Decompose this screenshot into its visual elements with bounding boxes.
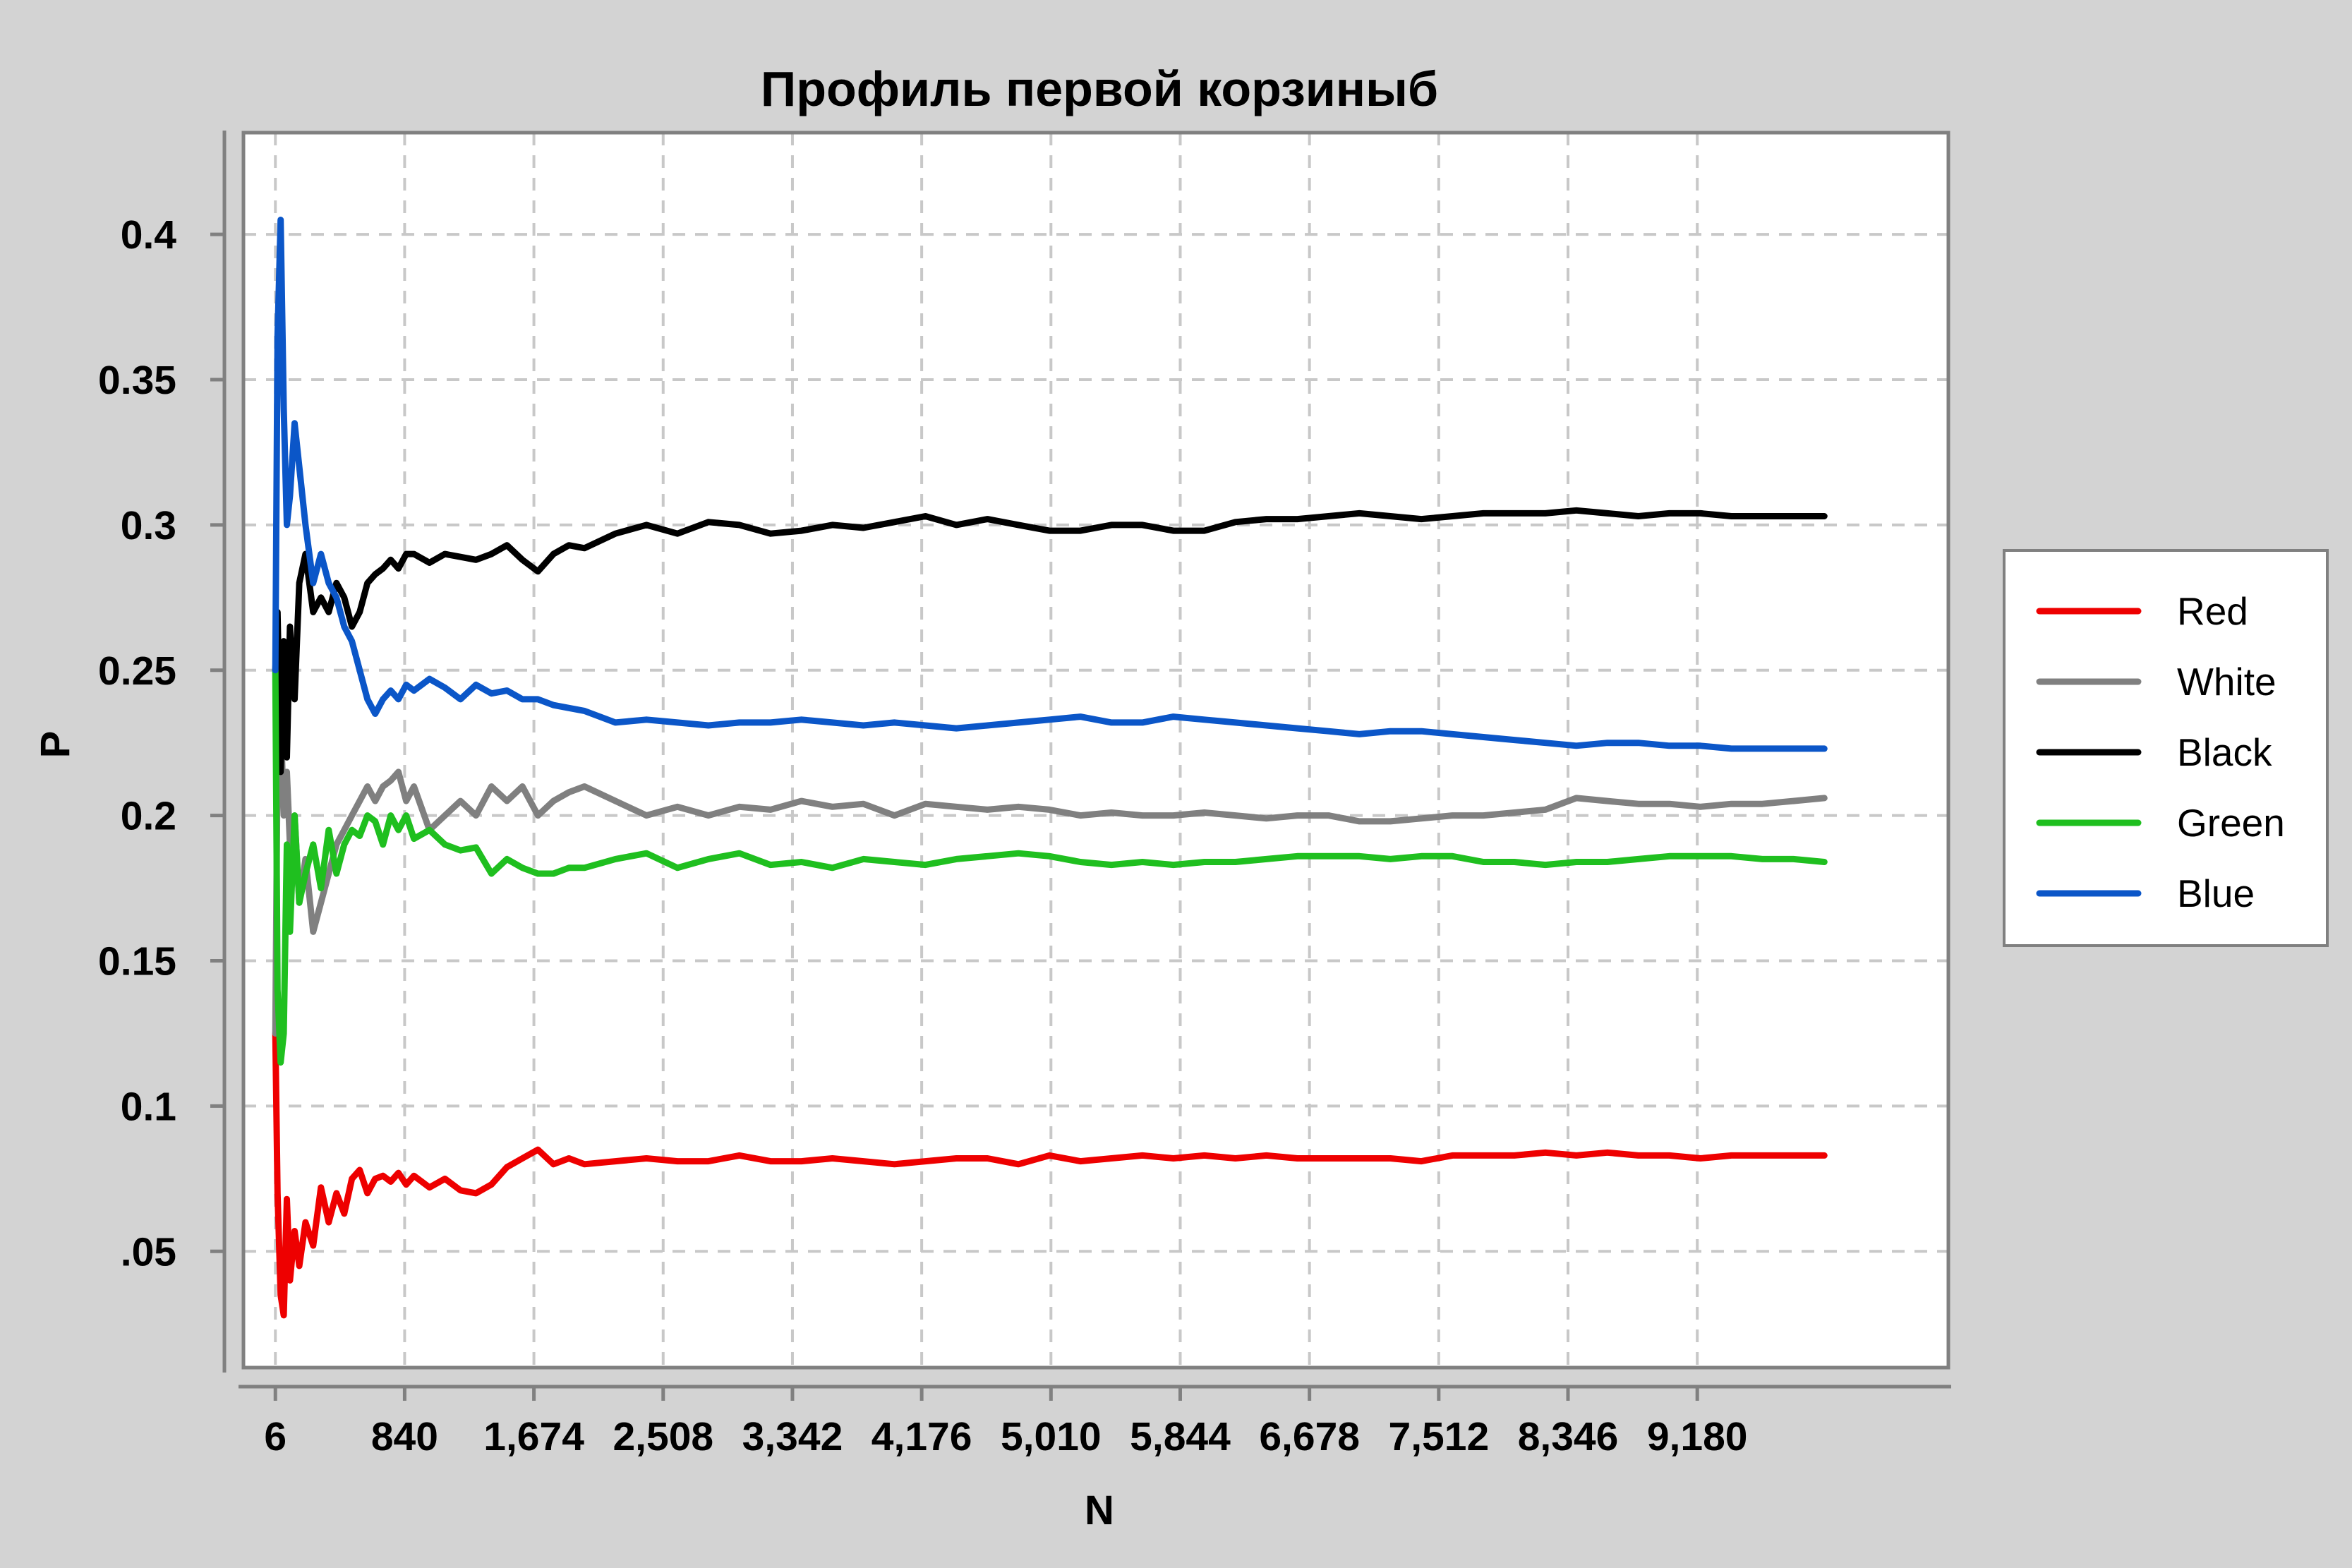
series-group <box>272 217 1828 1319</box>
y-tick-label: 0.1 <box>121 1084 176 1129</box>
legend-label-green: Green <box>2177 801 2285 845</box>
y-tick-label: .05 <box>121 1229 176 1274</box>
series-line-blue <box>272 217 1828 752</box>
x-tick-label: 4,176 <box>872 1414 972 1459</box>
x-tick-label: 5,010 <box>1001 1414 1102 1459</box>
legend-label-red: Red <box>2177 589 2248 633</box>
y-axis-label: P <box>32 731 78 759</box>
y-tick-label: 0.2 <box>121 794 176 839</box>
y-tick-label: 0.25 <box>98 649 176 694</box>
y-tick-label: 0.4 <box>121 212 177 258</box>
legend: Red White Black Green Blue <box>2003 549 2329 947</box>
legend-label-blue: Blue <box>2177 872 2255 915</box>
x-axis-label: N <box>1085 1488 1114 1533</box>
y-tick-label: 0.15 <box>98 939 176 984</box>
x-tick-label: 6 <box>264 1414 287 1459</box>
legend-label-black: Black <box>2177 730 2272 774</box>
legend-label-white: White <box>2177 660 2276 704</box>
x-tick-label: 1,674 <box>483 1414 584 1459</box>
x-tick-label: 7,512 <box>1389 1414 1490 1459</box>
y-tick-label: 0.35 <box>98 358 176 403</box>
series-line-black <box>272 507 1828 776</box>
x-tick-label: 3,342 <box>742 1414 843 1459</box>
x-tick-label: 9,180 <box>1647 1414 1748 1459</box>
axis-ticks: 6 840 1,674 2,508 3,342 4,176 5,010 5,844 6,678 7… <box>98 212 1747 1459</box>
plot-frame <box>241 131 1950 1370</box>
x-tick-label: 2,508 <box>613 1414 713 1459</box>
series-line-red <box>272 1030 1828 1319</box>
legend-box <box>2003 549 2329 947</box>
legend-items: Red White Black Green Blue <box>2036 589 2285 915</box>
chart-title: Профиль первой корзиныб <box>761 61 1438 116</box>
x-tick-label: 8,346 <box>1518 1414 1619 1459</box>
x-tick-label: 840 <box>371 1414 438 1459</box>
series-line-green <box>272 667 1828 1066</box>
y-tick-label: 0.3 <box>121 503 176 548</box>
x-tick-label: 6,678 <box>1259 1414 1360 1459</box>
series-line-white <box>272 711 1828 1037</box>
plot-area <box>243 133 1948 1368</box>
x-tick-label: 5,844 <box>1130 1414 1231 1459</box>
